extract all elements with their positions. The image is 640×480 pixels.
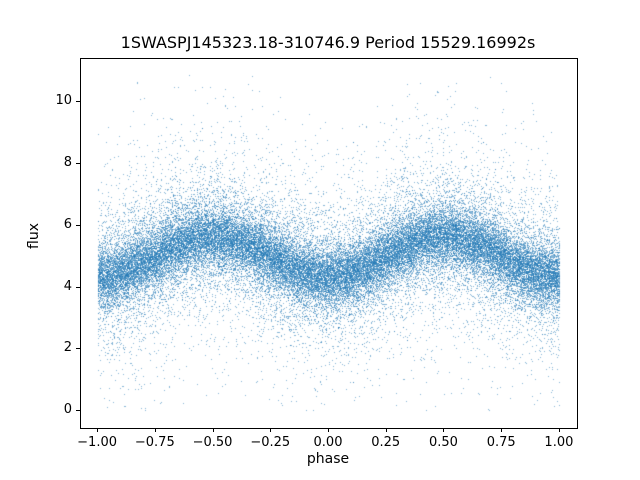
y-tick-mark [76, 101, 80, 103]
y-tick-label: 6 [63, 216, 72, 232]
y-tick-label: 10 [55, 93, 72, 109]
y-tick-mark [76, 410, 80, 412]
chart-title: 1SWASPJ145323.18-310746.9 Period 15529.1… [120, 33, 536, 52]
y-tick-mark [76, 162, 80, 164]
y-axis-label: flux [26, 223, 42, 249]
x-tick-mark [385, 428, 387, 432]
x-tick-mark [558, 428, 560, 432]
x-tick-mark [154, 428, 156, 432]
x-tick-mark [97, 428, 99, 432]
x-tick-label: 0.75 [486, 435, 516, 450]
x-tick-label: −0.25 [250, 435, 291, 450]
y-tick-label: 2 [63, 340, 72, 356]
x-tick-mark [501, 428, 503, 432]
x-tick-label: 1.00 [544, 435, 574, 450]
x-tick-mark [328, 428, 329, 432]
x-tick-label: 0.25 [371, 435, 401, 450]
y-tick-label: 4 [63, 278, 72, 294]
y-tick-mark [76, 286, 80, 288]
x-tick-mark [212, 428, 214, 432]
scatter-points-canvas [81, 59, 577, 428]
x-tick-mark [270, 428, 272, 432]
x-tick-label: 0.00 [313, 435, 343, 450]
x-tick-mark [443, 428, 445, 432]
x-tick-label: 0.50 [428, 435, 458, 450]
y-tick-mark [76, 224, 80, 226]
y-tick-mark [76, 348, 80, 350]
plot-area [80, 58, 578, 429]
x-axis-label: phase [306, 451, 350, 467]
x-tick-label: −0.50 [192, 435, 233, 450]
y-tick-label: 8 [63, 154, 72, 170]
y-tick-label: 0 [63, 402, 72, 418]
x-tick-label: −0.75 [134, 435, 175, 450]
x-tick-label: −1.00 [77, 435, 117, 450]
